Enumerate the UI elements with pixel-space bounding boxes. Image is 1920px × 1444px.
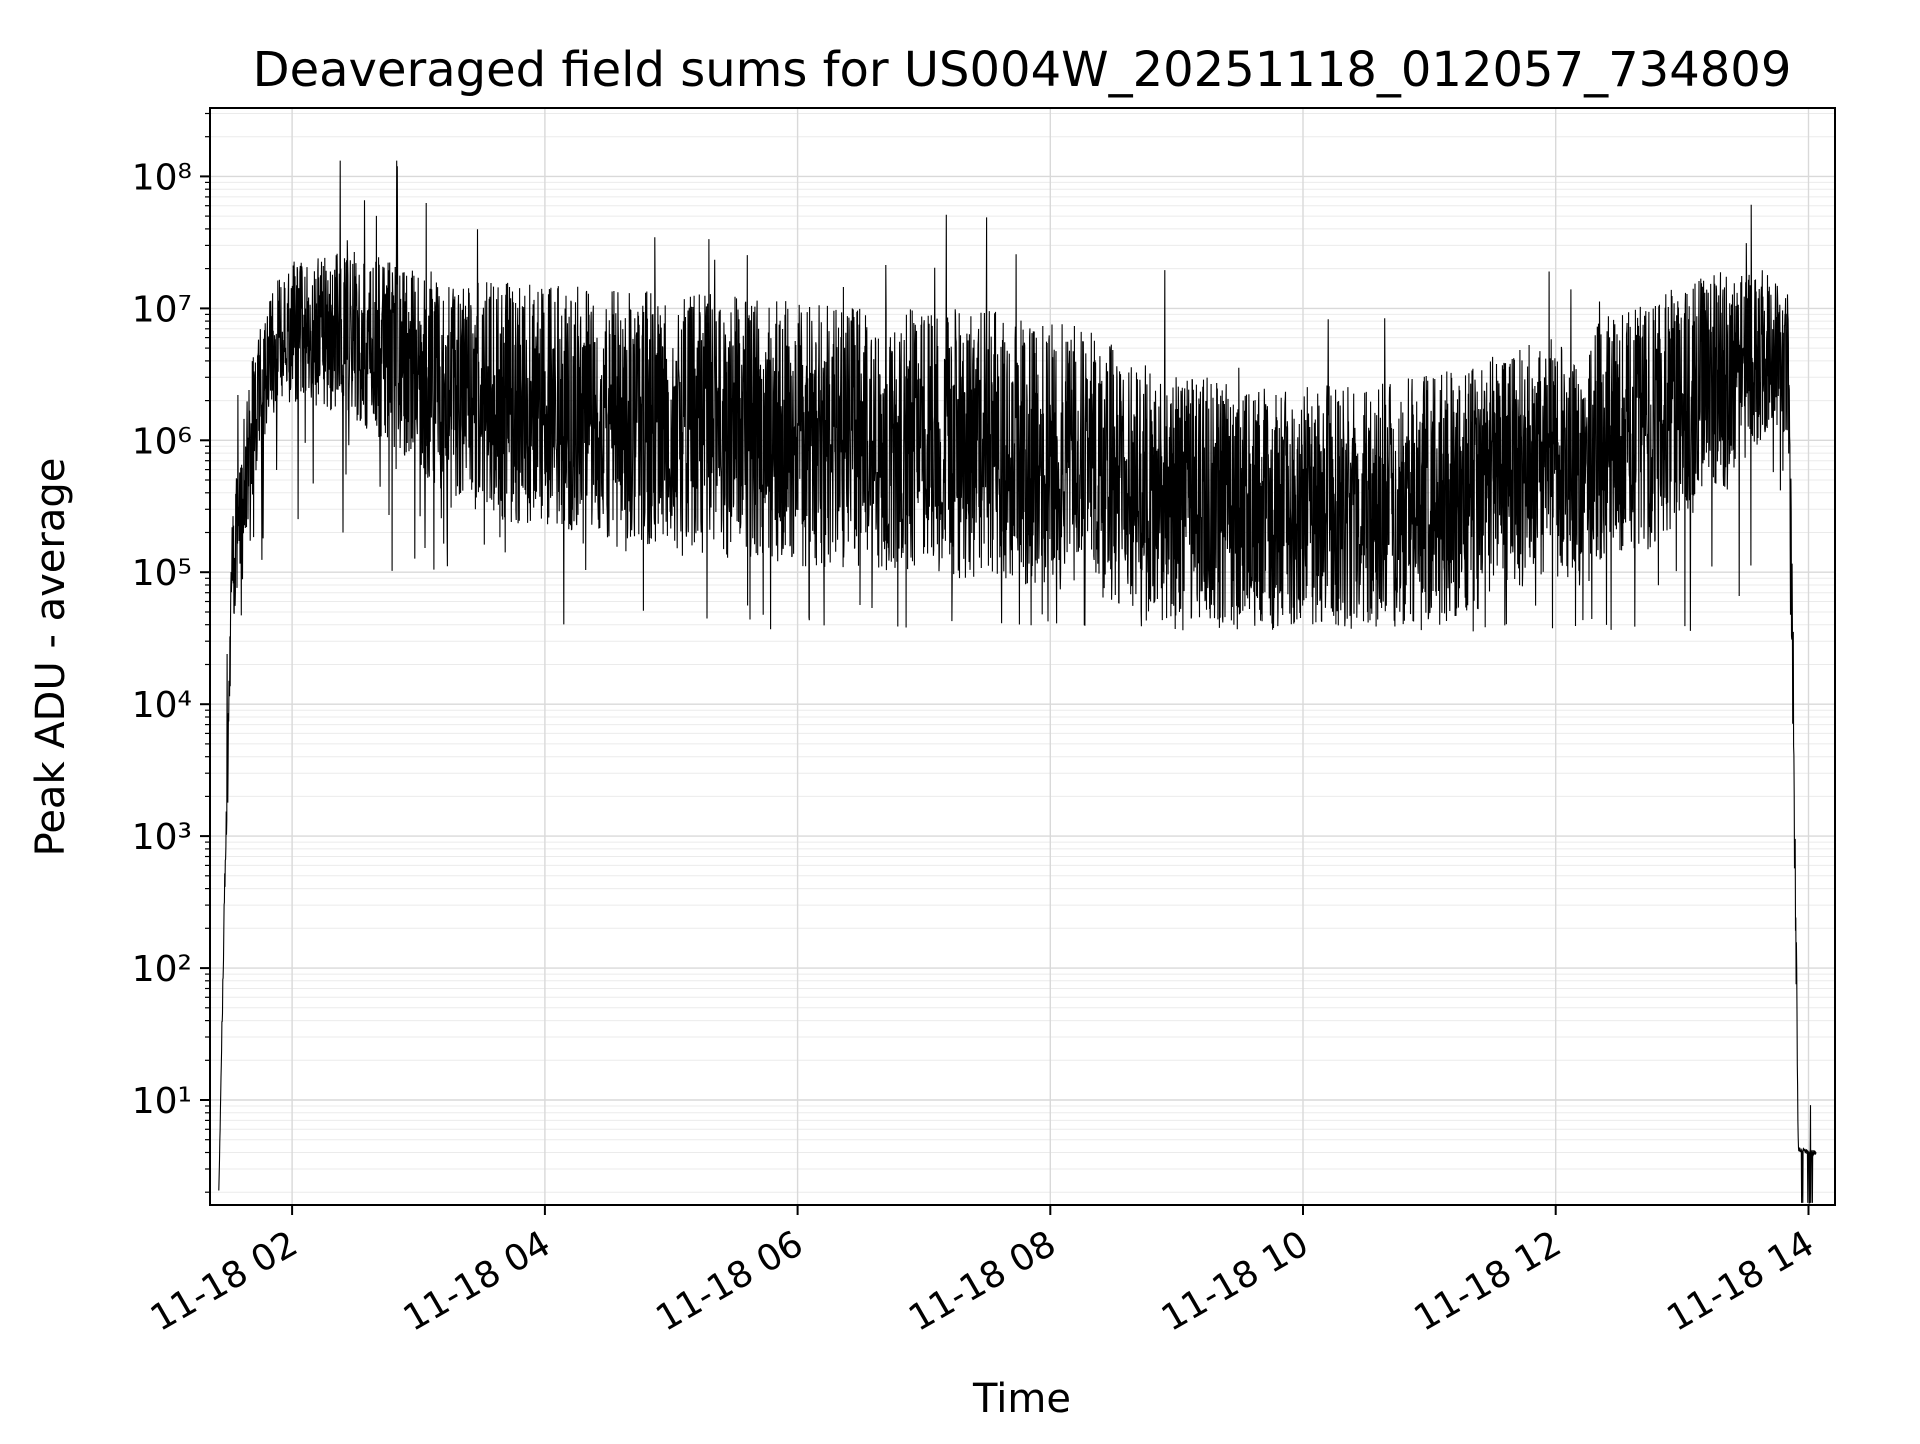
y-tick-label: 10⁴ bbox=[132, 685, 192, 726]
y-tick-label: 10⁷ bbox=[132, 289, 192, 330]
x-tick-label: 11-18 06 bbox=[649, 1223, 810, 1339]
chart-render-layer: 10¹ 10² 10³ 10⁴ 10⁵ 10⁶ 10⁷ 10⁸ 11-18 02 11-18 04… bbox=[132, 107, 1836, 1340]
y-tick-label: 10³ bbox=[132, 817, 192, 858]
x-tick-label: 11-18 08 bbox=[902, 1223, 1063, 1339]
x-tick-label: 11-18 04 bbox=[397, 1223, 558, 1339]
chart-title: Deaveraged field sums for US004W_2025111… bbox=[253, 42, 1792, 98]
x-axis-label: Time bbox=[972, 1376, 1071, 1422]
y-tick-label: 10⁵ bbox=[132, 553, 192, 594]
x-tick-label: 11-18 02 bbox=[144, 1223, 305, 1339]
y-axis-label: Peak ADU - average bbox=[28, 458, 74, 857]
y-tick-label: 10⁸ bbox=[132, 157, 192, 198]
y-tick-label: 10² bbox=[132, 949, 192, 990]
x-tick-label: 11-18 12 bbox=[1408, 1223, 1569, 1339]
y-tick-label: 10⁶ bbox=[132, 421, 192, 462]
x-tick-label: 11-18 10 bbox=[1155, 1223, 1316, 1339]
x-tick-label: 11-18 14 bbox=[1660, 1223, 1821, 1339]
y-tick-label: 10¹ bbox=[132, 1081, 192, 1122]
